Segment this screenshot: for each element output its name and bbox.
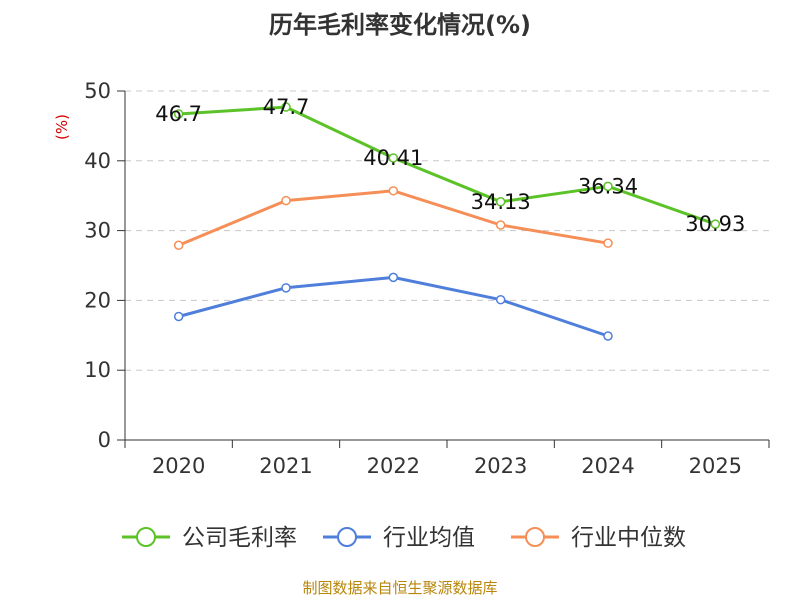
data-point-s2-2022 [388, 186, 399, 196]
legend: 公司毛利率 行业均值 行业中位数 [122, 525, 686, 551]
y-tick-label-50: 50 [84, 79, 111, 103]
data-point-s2-2023 [495, 220, 506, 230]
legend-label-1: 行业均值 [383, 525, 475, 551]
data-point-s2-2024 [603, 238, 613, 248]
data-point-s1-2023 [495, 294, 506, 305]
data-point-s0-2025 [710, 219, 721, 229]
y-tick-labels: 0 10 20 30 40 50 [84, 79, 111, 452]
data-label-2023: 34.13 [471, 190, 531, 214]
y-tick-label-0: 0 [98, 428, 111, 452]
legend-label-0: 公司毛利率 [182, 525, 297, 551]
data-point-s1-2020 [173, 311, 184, 322]
legend-label-2: 行业中位数 [571, 525, 686, 551]
data-point-s0-2020 [173, 109, 184, 119]
y-tick-label-10: 10 [84, 358, 111, 382]
series-group [173, 102, 721, 341]
axes [117, 90, 770, 448]
data-point-s0-2024 [603, 181, 613, 192]
data-point-s2-2020 [173, 240, 184, 251]
chart-title: 历年毛利率变化情况(%) [269, 11, 531, 39]
data-label-2021: 47.7 [263, 95, 310, 119]
x-tick-label-2022: 2022 [367, 454, 420, 478]
x-tick-label-2025: 2025 [689, 454, 742, 478]
data-point-s0-2022 [388, 153, 399, 163]
data-label-2020: 46.7 [155, 102, 202, 126]
x-tick-label-2020: 2020 [152, 454, 205, 478]
x-tick-label-2024: 2024 [581, 454, 634, 478]
legend-swatch-marker-0 [136, 527, 156, 547]
grid-lines [125, 90, 769, 371]
data-point-s1-2024 [603, 331, 613, 341]
y-tick-label-30: 30 [84, 219, 111, 243]
x-tick-labels: 2020 2021 2022 2023 2024 2025 [152, 454, 742, 478]
legend-swatch-marker-2 [525, 527, 545, 547]
data-point-s1-2022 [388, 272, 399, 283]
y-tick-label-40: 40 [84, 149, 111, 173]
data-point-s0-2023 [495, 197, 506, 207]
series-line-2 [178, 189, 609, 247]
data-point-s1-2021 [281, 283, 291, 293]
series-line-1 [178, 275, 609, 338]
data-label-2025: 30.93 [685, 212, 745, 236]
x-tick-label-2023: 2023 [474, 454, 527, 478]
series-line-0 [178, 105, 716, 226]
data-labels: 46.7 47.7 40.41 34.13 36.34 30.93 [155, 95, 745, 236]
data-point-s0-2021 [281, 102, 291, 112]
x-tick-label-2021: 2021 [259, 454, 312, 478]
y-tick-label-20: 20 [84, 288, 111, 312]
data-point-s2-2021 [281, 195, 291, 206]
legend-swatch-marker-1 [337, 527, 357, 547]
data-label-2022: 40.41 [363, 146, 423, 170]
y-axis-label: (%) [53, 114, 71, 140]
source-note: 制图数据来自恒生聚源数据库 [302, 579, 497, 597]
data-label-2024: 36.34 [578, 174, 638, 198]
